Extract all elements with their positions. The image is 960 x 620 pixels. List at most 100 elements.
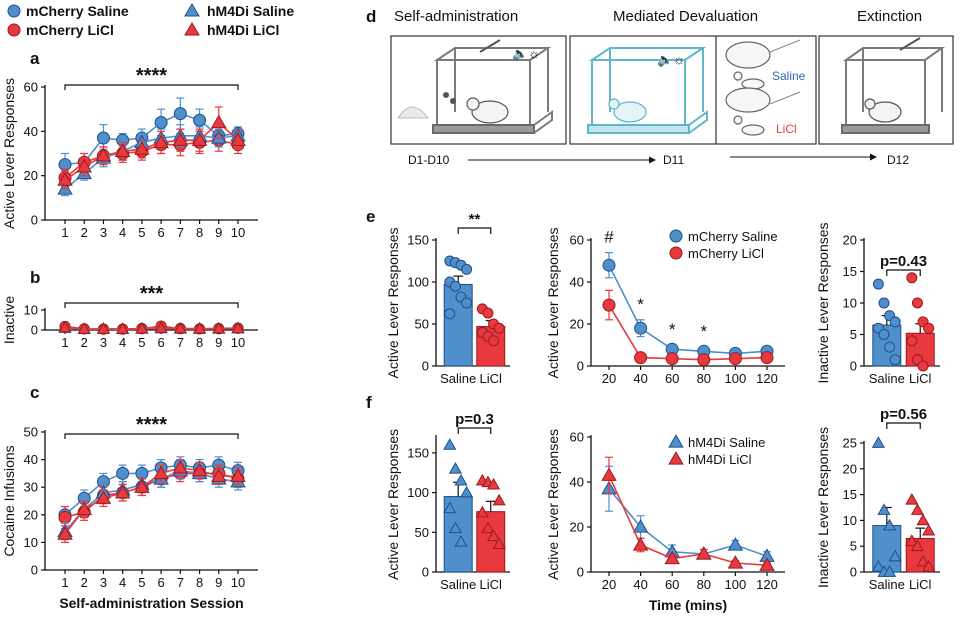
y-axis-label: Active Lever Responses bbox=[385, 228, 401, 379]
chart-c-cocaine-infusions: 0 10 20 30 40 50 1 2 3 4 5 6 7 8 9 10 Cocaine Infusions S… bbox=[1, 414, 258, 611]
series-line-hm4di-licl bbox=[64, 467, 238, 535]
individual-point bbox=[454, 473, 468, 486]
data-point bbox=[212, 321, 226, 334]
data-point bbox=[58, 511, 72, 525]
individual-point bbox=[461, 297, 473, 309]
significance-bracket bbox=[64, 302, 239, 308]
individual-point bbox=[906, 272, 918, 284]
x-tick-label: Saline bbox=[869, 371, 905, 386]
stage-title-self-administration: Self-administration bbox=[394, 8, 518, 25]
panel-letter-f: f bbox=[366, 393, 372, 412]
individual-point bbox=[910, 539, 925, 552]
individual-point bbox=[888, 549, 902, 562]
significance-label: p=0.3 bbox=[455, 411, 494, 428]
data-point bbox=[173, 107, 187, 121]
box-self-administration bbox=[390, 35, 567, 145]
annotation-asterisk: * bbox=[637, 295, 644, 314]
y-tick-label: 25 bbox=[843, 436, 857, 451]
legend-marker-mcherry-licl bbox=[7, 23, 21, 37]
data-point bbox=[230, 468, 246, 482]
y-tick-label: 100 bbox=[407, 485, 429, 500]
data-point bbox=[58, 320, 72, 333]
data-point bbox=[760, 351, 774, 365]
data-point bbox=[602, 258, 616, 272]
x-tick-label: 6 bbox=[157, 225, 164, 240]
individual-point bbox=[493, 322, 505, 334]
data-point bbox=[602, 298, 616, 312]
panel-letter-d: d bbox=[366, 7, 376, 26]
chart-e-inactive-bar: 0 5 10 15 20 Saline LiCl Inactive Lever Respons… bbox=[815, 222, 940, 386]
x-tick-label: 5 bbox=[138, 225, 145, 240]
x-tick-label: 7 bbox=[177, 335, 184, 350]
x-tick-label: 60 bbox=[665, 577, 679, 592]
y-tick-label: 15 bbox=[843, 264, 857, 279]
x-tick-label: 40 bbox=[633, 371, 647, 386]
series-line-hm4di-licl bbox=[64, 326, 239, 330]
individual-point bbox=[443, 501, 457, 514]
y-tick-label: 60 bbox=[24, 80, 38, 95]
individual-point bbox=[448, 521, 463, 534]
data-point bbox=[634, 351, 648, 365]
y-tick-label: 50 bbox=[415, 525, 429, 540]
y-tick-label: 0 bbox=[422, 565, 429, 580]
y-axis-label: Cocaine Infusions bbox=[1, 445, 17, 556]
x-tick-label: 7 bbox=[177, 225, 184, 240]
data-point bbox=[727, 555, 744, 569]
chart-f-inactive-bar: 0 5 10 15 20 25 Saline LiCl Inactive Lever Respo… bbox=[815, 406, 940, 592]
significance-label: ** bbox=[469, 211, 481, 228]
data-point bbox=[135, 322, 149, 334]
series-line-hm4di-saline bbox=[64, 134, 239, 190]
x-tick-label: 40 bbox=[633, 577, 647, 592]
y-tick-label: 60 bbox=[570, 233, 584, 248]
x-tick-label: 10 bbox=[231, 575, 245, 590]
thought-bubble-saline bbox=[725, 39, 801, 90]
y-tick-label: 5 bbox=[850, 539, 857, 554]
y-tick-label: 20 bbox=[24, 507, 38, 522]
data-point bbox=[697, 353, 711, 367]
significance-bracket bbox=[457, 427, 492, 434]
speaker-light-icon-1: 🔈☼ bbox=[512, 46, 540, 62]
individual-point bbox=[492, 537, 506, 550]
x-tick-label: 100 bbox=[725, 577, 747, 592]
x-tick-label: 60 bbox=[665, 371, 679, 386]
legend-marker-hm4di-saline bbox=[184, 3, 200, 17]
y-tick-label: 0 bbox=[577, 359, 584, 374]
individual-point bbox=[482, 307, 494, 319]
x-tick-label: 120 bbox=[756, 577, 778, 592]
y-tick-label: 10 bbox=[843, 513, 857, 528]
x-tick-label: 5 bbox=[138, 575, 145, 590]
individual-point bbox=[905, 534, 919, 546]
data-point bbox=[76, 501, 92, 515]
series-line-mcherry-licl bbox=[64, 139, 239, 179]
data-point bbox=[134, 141, 150, 155]
legend-label-mcherry-licl: mCherry LiCl bbox=[26, 22, 114, 38]
timeline-label-d12: D12 bbox=[887, 153, 909, 167]
x-tick-label: 1 bbox=[61, 225, 68, 240]
individual-point bbox=[454, 535, 468, 547]
x-tick-label: LiCl bbox=[909, 577, 932, 592]
x-tick-label: 80 bbox=[697, 371, 711, 386]
data-point bbox=[193, 113, 207, 127]
stage-title-extinction: Extinction bbox=[857, 8, 922, 25]
y-tick-label: 20 bbox=[570, 317, 584, 332]
individual-point bbox=[916, 513, 930, 526]
schematic: Self-administration Mediated Devaluation… bbox=[390, 8, 954, 167]
individual-point bbox=[872, 278, 884, 290]
y-tick-label: 40 bbox=[24, 452, 38, 467]
x-tick-label: 8 bbox=[196, 335, 203, 350]
individual-point bbox=[878, 329, 890, 340]
x-tick-label: 8 bbox=[196, 225, 203, 240]
significance-bracket bbox=[64, 433, 239, 439]
y-tick-label: 0 bbox=[31, 213, 38, 228]
y-tick-label: 10 bbox=[843, 296, 857, 311]
data-point bbox=[230, 132, 246, 146]
y-tick-label: 5 bbox=[850, 327, 857, 342]
x-tick-label: 4 bbox=[119, 335, 126, 350]
individual-point bbox=[916, 554, 930, 567]
data-point bbox=[116, 466, 130, 480]
significance-label: *** bbox=[140, 283, 164, 305]
data-point bbox=[57, 172, 73, 186]
x-axis-label: Self-administration Session bbox=[59, 595, 243, 611]
y-axis-label: Inactive bbox=[1, 296, 17, 344]
data-point bbox=[114, 484, 131, 499]
